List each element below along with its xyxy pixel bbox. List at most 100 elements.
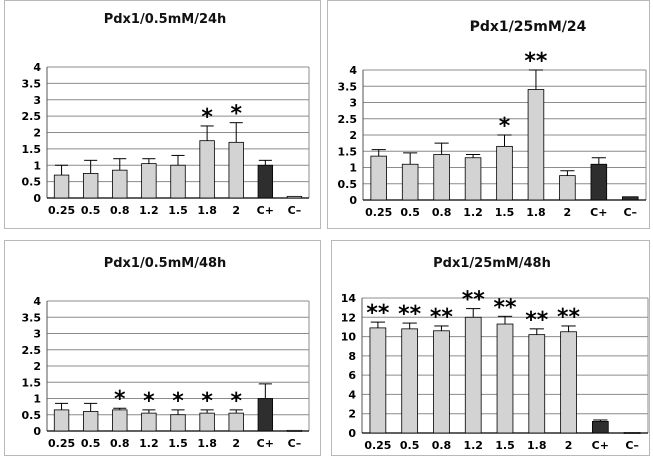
y-tick-label: 3: [349, 97, 357, 110]
x-tick-label: 2: [232, 204, 240, 217]
y-tick-label: 2.5: [338, 113, 358, 126]
x-tick-label: 0.25: [48, 437, 75, 450]
bar: [228, 141, 244, 199]
bar: [112, 409, 128, 432]
y-tick-label: 2.5: [22, 110, 42, 123]
bar: [559, 175, 576, 201]
chart-panel-pdx1-25mm-48h: Pdx1/25mM/48h 0 2 4 6 8 10 12 14 ** 0.25 ** 0.5 ** 0.8…: [331, 240, 650, 456]
y-tick-label: 8: [348, 350, 356, 363]
chart-svg: Pdx1/25mM/24 0 0.5 1 1.5 2 2.5 3 3.5 4 0.25 0.5 0.8 1…: [338, 19, 647, 219]
x-tick-label: 1.2: [463, 439, 483, 452]
x-tick-label: C–: [623, 206, 637, 219]
x-tick-label: 0.8: [432, 206, 452, 219]
significance-marker: *: [201, 105, 213, 130]
chart-title: Pdx1/0.5mM/24h: [104, 12, 227, 27]
significance-marker: **: [557, 305, 581, 330]
y-tick-label: 0.5: [22, 409, 42, 422]
bar: [496, 323, 514, 434]
y-tick-label: 0.5: [338, 178, 358, 191]
chart-title: Pdx1/25mM/24: [470, 19, 587, 35]
y-tick-label: 4: [349, 64, 357, 77]
y-tick-label: 3: [33, 328, 41, 341]
y-tick-label: 1.5: [22, 376, 42, 389]
chart-svg: Pdx1/0.5mM/24h 0 0.5 1 1.5 2 2.5 3 3.5 4 0.25 0.5 0.…: [22, 12, 310, 217]
x-tick-label: 0.25: [364, 439, 391, 452]
y-tick-label: 2.5: [22, 344, 42, 357]
bar: [141, 163, 157, 199]
x-tick-label: 0.5: [81, 437, 101, 450]
bar: [528, 334, 546, 434]
significance-marker: *: [230, 102, 242, 127]
bar: [464, 316, 482, 434]
y-tick-label: 1: [349, 162, 357, 175]
chart-title: Pdx1/25mM/48h: [433, 256, 551, 271]
bar: [622, 196, 639, 201]
bar: [112, 169, 128, 199]
bar: [82, 173, 99, 199]
chart-panel-pdx1-0-5mm-24h: Pdx1/0.5mM/24h 0 0.5 1 1.5 2 2.5 3 3.5 4 0.25 0.5 0.…: [4, 0, 321, 229]
y-tick-label: 1.5: [22, 143, 42, 156]
x-tick-label: 2: [565, 439, 573, 452]
y-tick-label: 3.5: [338, 80, 358, 93]
y-tick-label: 12: [341, 311, 356, 324]
x-tick-label: 0.5: [81, 204, 101, 217]
x-tick-label: 1.2: [139, 204, 159, 217]
y-tick-label: 2: [33, 360, 41, 373]
x-tick-label: 2: [232, 437, 240, 450]
bar: [433, 154, 450, 201]
bar: [623, 432, 641, 434]
chart-svg: Pdx1/25mM/48h 0 2 4 6 8 10 12 14 ** 0.25 ** 0.5 ** 0.8…: [341, 256, 649, 452]
x-tick-label: C–: [288, 204, 302, 217]
x-tick-label: C–: [288, 437, 302, 450]
y-tick-label: 4: [33, 61, 41, 74]
x-tick-label: 0.8: [432, 439, 452, 452]
bar: [496, 145, 513, 201]
y-tick-label: 0.5: [22, 176, 42, 189]
bar: [370, 155, 387, 201]
bar: [257, 398, 274, 432]
chart-panel-pdx1-0-5mm-48h: Pdx1/0.5mM/48h 0 0.5 1 1.5 2 2.5 3 3.5 4 0.25 0.5 * 0…: [4, 240, 321, 456]
y-tick-label: 6: [348, 369, 356, 382]
bar: [401, 328, 419, 434]
x-tick-label: C+: [257, 204, 274, 217]
bar: [286, 195, 303, 199]
bar: [369, 327, 387, 434]
bar: [53, 409, 70, 432]
bar: [527, 89, 545, 201]
x-tick-label: 0.5: [400, 439, 420, 452]
bar: [590, 163, 608, 201]
x-tick-label: 0.25: [48, 204, 75, 217]
x-tick-label: 0.5: [400, 206, 420, 219]
x-tick-label: 0.8: [110, 204, 130, 217]
chart-panel-pdx1-25mm-24h: Pdx1/25mM/24 0 0.5 1 1.5 2 2.5 3 3.5 4 0.25 0.5 0.8 1…: [327, 0, 650, 229]
y-tick-label: 4: [33, 295, 41, 308]
y-tick-label: 3: [33, 94, 41, 107]
chart-title: Pdx1/0.5mM/48h: [104, 256, 227, 271]
y-tick-label: 2: [348, 408, 356, 421]
y-tick-label: 0: [33, 425, 41, 438]
bar: [464, 157, 482, 201]
x-tick-label: 0.25: [365, 206, 392, 219]
significance-marker: *: [143, 389, 155, 414]
y-tick-label: 1: [33, 159, 41, 172]
bar: [257, 164, 274, 199]
significance-marker: *: [114, 387, 126, 412]
significance-marker: **: [525, 308, 549, 333]
x-tick-label: 1.2: [139, 437, 159, 450]
y-tick-label: 1: [33, 393, 41, 406]
x-tick-label: C–: [625, 439, 639, 452]
bar: [560, 331, 577, 434]
bar: [170, 164, 186, 199]
x-tick-label: 1.8: [197, 437, 217, 450]
x-tick-label: 2: [564, 206, 572, 219]
bar: [53, 174, 70, 199]
y-tick-label: 14: [341, 292, 357, 305]
significance-marker: **: [524, 49, 548, 74]
significance-marker: **: [366, 301, 390, 326]
y-tick-label: 2: [349, 129, 357, 142]
y-tick-label: 3.5: [22, 311, 42, 324]
x-tick-label: C+: [590, 206, 607, 219]
y-tick-label: 0: [348, 427, 356, 440]
x-tick-label: 1.8: [527, 439, 547, 452]
y-tick-label: 10: [341, 331, 357, 344]
